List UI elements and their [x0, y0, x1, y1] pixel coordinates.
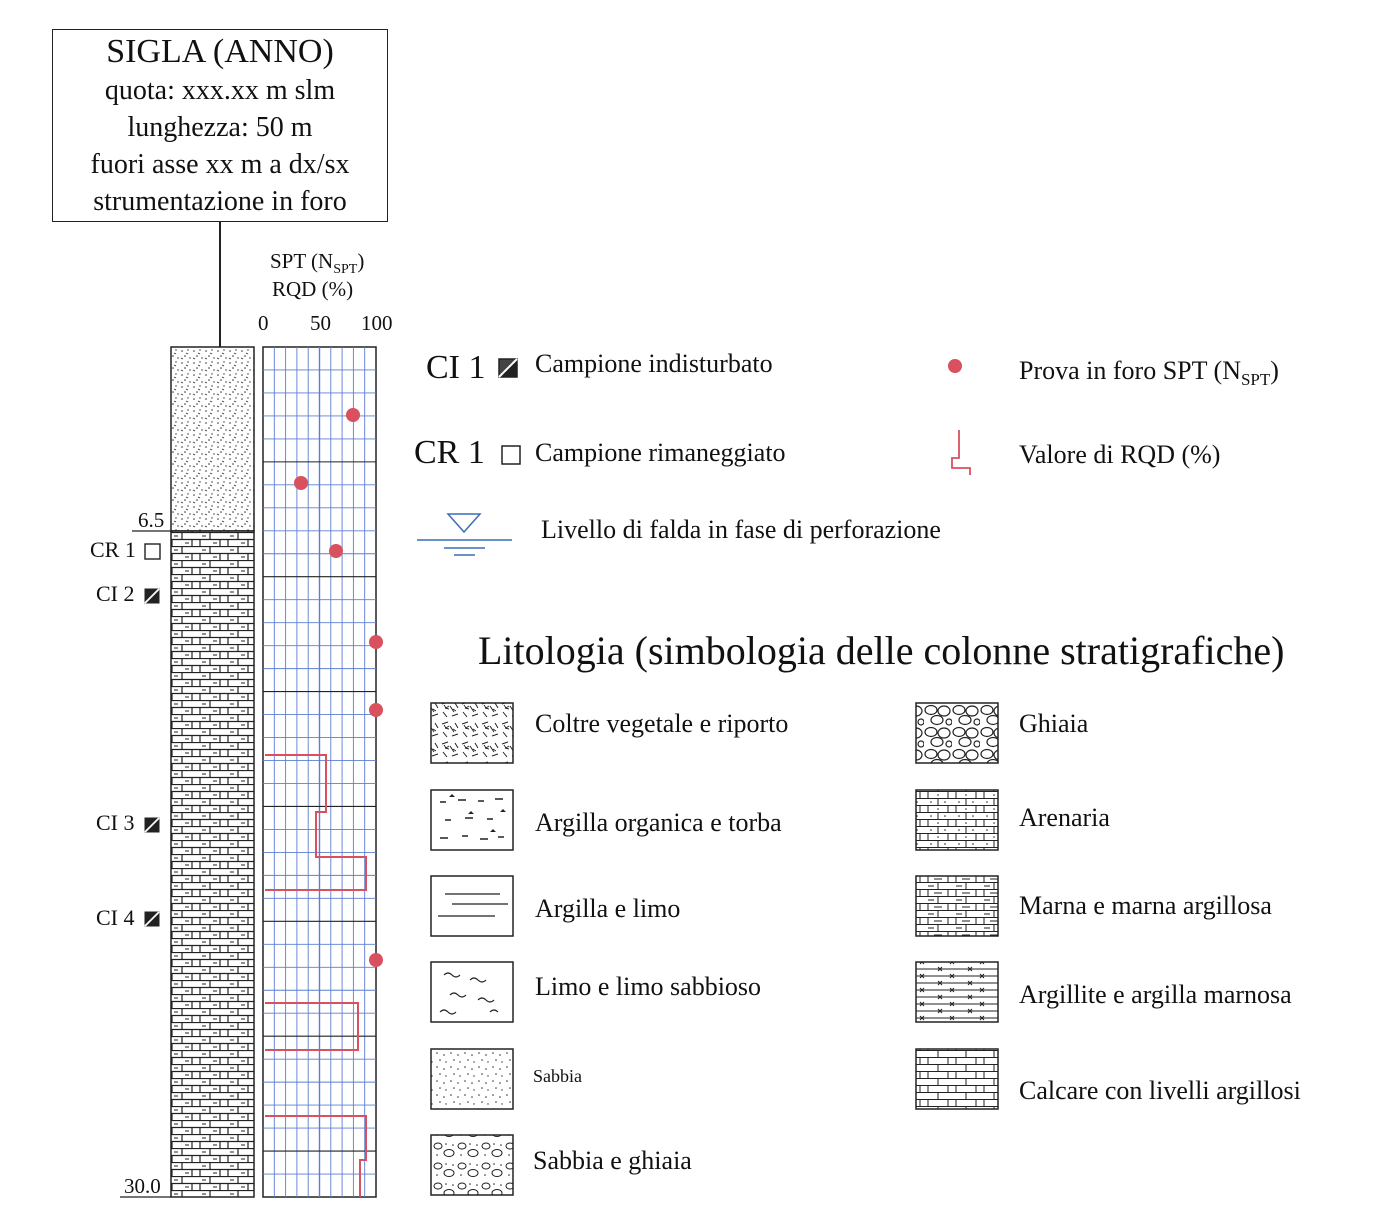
sample-label-ci2: CI 2 [96, 581, 135, 606]
legend-rqd-label: Valore di RQD (%) [1019, 440, 1221, 469]
graph-grid [262, 346, 377, 1198]
sample-marker-cr1-icon [144, 543, 161, 560]
spt-point [369, 703, 383, 717]
header-line-fuori-asse: fuori asse xx m a dx/sx [90, 149, 350, 180]
lithology-label-calcare: Calcare con livelli argillosi [1019, 1076, 1301, 1105]
legend-falda-label: Livello di falda in fase di perforazione [541, 515, 941, 544]
spt-point [329, 544, 343, 558]
argilla-pattern-icon [430, 875, 514, 937]
lithology-label-marna: Marna e marna argillosa [1019, 891, 1272, 920]
graph-rqd-label: RQD (%) [272, 277, 354, 301]
depth-label-bottom: 30.0 [124, 1174, 161, 1198]
falda-icon [417, 513, 512, 556]
header-connector-line [219, 222, 221, 347]
lithology-label-sabbia-ghiaia: Sabbia e ghiaia [533, 1146, 692, 1175]
ci-legend-icon [498, 358, 518, 378]
legend-spt-label: Prova in foro SPT (NSPT) [1019, 356, 1279, 390]
lithology-label-argillite: Argillite e argilla marnosa [1019, 980, 1292, 1009]
lithology-label-riporto: Coltre vegetale e riporto [535, 709, 789, 738]
graph-tick-100: 100 [361, 311, 393, 335]
legend-ci-label: Campione indisturbato [535, 349, 773, 378]
column-layer-marna [170, 530, 255, 1198]
sample-label-ci4: CI 4 [96, 905, 135, 930]
cr-legend-icon [501, 445, 521, 465]
spt-points [294, 408, 383, 967]
sample-label-ci3: CI 3 [96, 810, 135, 835]
rqd-legend-icon [951, 430, 971, 475]
legend-cr-code: CR 1 [414, 434, 485, 471]
sample-label-cr1: CR 1 [90, 537, 136, 562]
limo-pattern-icon [430, 961, 514, 1023]
header-line-quota: quota: xxx.xx m slm [104, 75, 336, 106]
sample-marker-ci2-icon [144, 588, 160, 604]
sample-marker-ci4-icon [144, 911, 160, 927]
graph-tick-50: 50 [310, 311, 331, 335]
spt-point [346, 408, 360, 422]
calcare-pattern-icon [915, 1048, 999, 1110]
lithology-label-ghiaia: Ghiaia [1019, 709, 1089, 738]
argillite-pattern-icon [915, 961, 999, 1023]
sample-marker-ci3-icon [144, 817, 160, 833]
ghiaia-pattern-icon [915, 702, 999, 764]
marna-pattern-icon [915, 875, 999, 937]
lithology-label-arenaria: Arenaria [1019, 803, 1110, 832]
lithology-label-limo: Limo e limo sabbioso [535, 972, 762, 1001]
depth-label-top-layer: 6.5 [138, 508, 165, 532]
torba-pattern-icon [430, 789, 514, 851]
spt-point [369, 635, 383, 649]
lithology-label-sabbia: Sabbia [533, 1066, 582, 1086]
graph-spt-label: SPT (NSPT) [270, 249, 365, 278]
borehole-title: SIGLA (ANNO) [106, 33, 334, 70]
column-layer-riporto [170, 346, 255, 532]
header-line-strumentazione: strumentazione in foro [93, 186, 347, 217]
graph-tick-0: 0 [258, 311, 269, 335]
rqd-profile [265, 754, 367, 1197]
arenaria-pattern-icon [915, 789, 999, 851]
riporto-pattern-icon [430, 702, 514, 764]
legend-ci-code: CI 1 [426, 349, 486, 386]
sabbia-ghiaia-pattern-icon [430, 1134, 514, 1196]
lithology-label-argilla: Argilla e limo [535, 894, 681, 923]
lithology-label-torba: Argilla organica e torba [535, 808, 782, 837]
spt-point [369, 953, 383, 967]
lithology-title: Litologia (simbologia delle colonne stra… [478, 628, 1285, 673]
sabbia-pattern-icon [430, 1048, 514, 1110]
header-line-lunghezza: lunghezza: 50 m [127, 112, 313, 143]
borehole-header-box: SIGLA (ANNO) quota: xxx.xx m slm lunghez… [52, 29, 388, 222]
spt-point [294, 476, 308, 490]
spt-legend-dot-icon [948, 359, 962, 373]
legend-cr-label: Campione rimaneggiato [535, 438, 786, 467]
